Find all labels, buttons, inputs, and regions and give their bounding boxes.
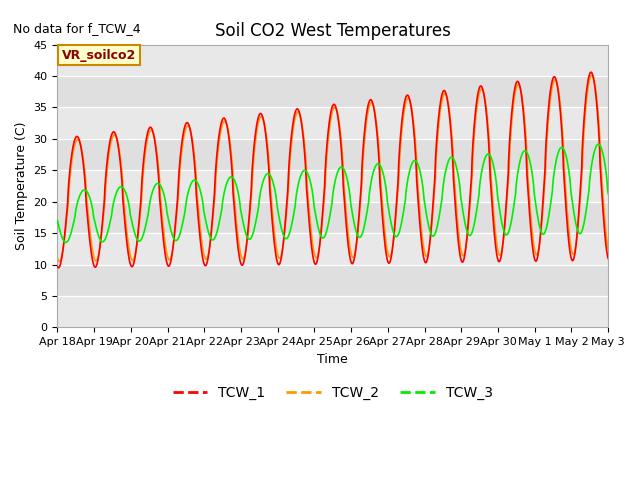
Text: No data for f_TCW_4: No data for f_TCW_4 xyxy=(13,22,141,35)
Bar xyxy=(58,139,608,170)
Text: VR_soilco2: VR_soilco2 xyxy=(61,49,136,62)
Y-axis label: Soil Temperature (C): Soil Temperature (C) xyxy=(15,122,28,250)
Bar xyxy=(58,264,608,296)
Legend: TCW_1, TCW_2, TCW_3: TCW_1, TCW_2, TCW_3 xyxy=(167,380,499,406)
X-axis label: Time: Time xyxy=(317,353,348,366)
Bar xyxy=(58,76,608,108)
Title: Soil CO2 West Temperatures: Soil CO2 West Temperatures xyxy=(215,22,451,40)
Bar xyxy=(58,202,608,233)
